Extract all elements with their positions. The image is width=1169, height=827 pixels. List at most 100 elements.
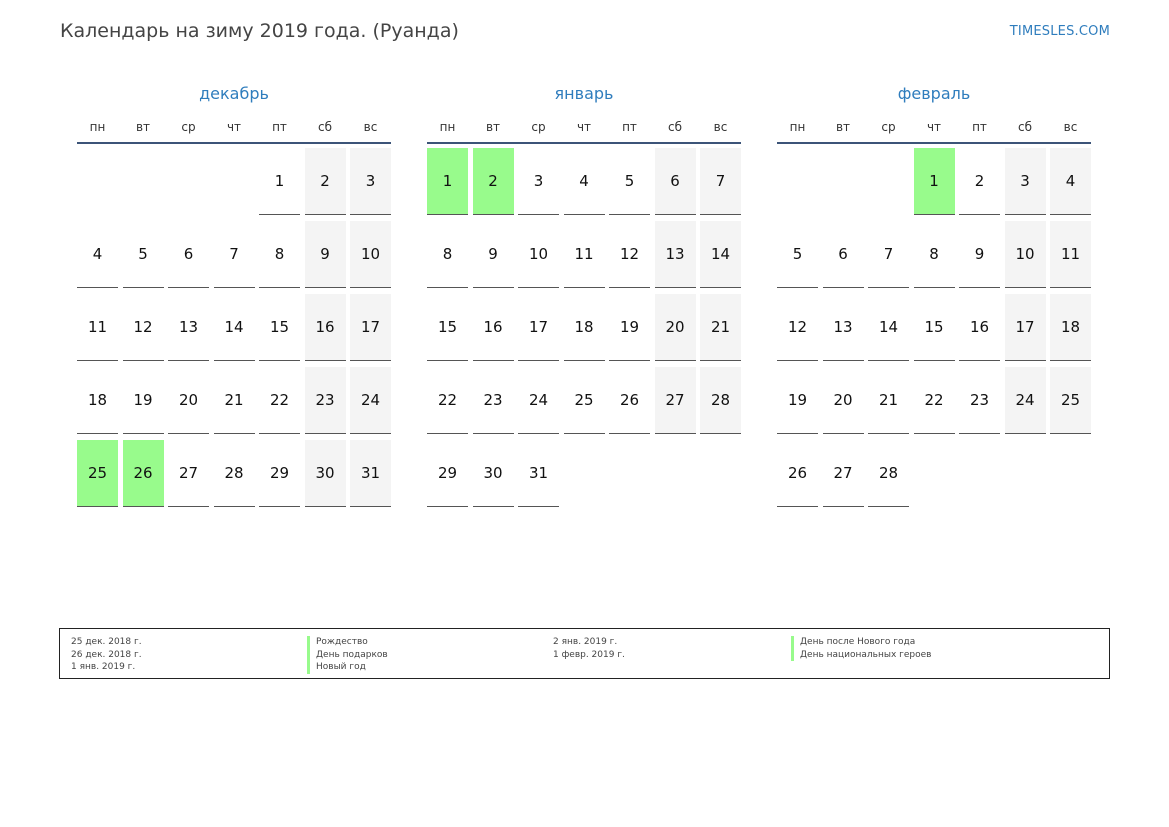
day-cell: 13	[168, 294, 209, 361]
day-cell: 28	[700, 367, 741, 434]
day-cell: 5	[122, 221, 164, 288]
weekday-label: сб	[318, 120, 332, 134]
day-cell: 27	[822, 440, 864, 507]
weekday-label: пн	[439, 120, 456, 134]
day-cell: 20	[822, 367, 864, 434]
day-cell: 17	[350, 294, 391, 361]
day-cell: 24	[350, 367, 391, 434]
weekday-label: сб	[1018, 120, 1032, 134]
weekday-header: пн вт ср чт пт сб вс	[777, 120, 1091, 144]
holiday-day-cell: 1	[913, 148, 955, 215]
day-cell: 28	[213, 440, 255, 507]
day-cell: 5	[609, 148, 650, 215]
day-cell: 22	[427, 367, 468, 434]
day-cell: 8	[427, 221, 468, 288]
day-cell: 30	[472, 440, 514, 507]
day-cell: 27	[168, 440, 209, 507]
day-cell: 11	[77, 294, 118, 361]
day-cell: 18	[1050, 294, 1091, 361]
day-cell: 12	[777, 294, 818, 361]
day-cell: 9	[304, 221, 346, 288]
day-cell: 14	[868, 294, 909, 361]
day-cell: 11	[563, 221, 605, 288]
weekday-header: пн вт ср чт пт сб вс	[77, 120, 391, 144]
day-cell: 3	[1004, 148, 1046, 215]
day-cell: 17	[518, 294, 559, 361]
month-name: февраль	[897, 84, 971, 103]
day-cell: 15	[913, 294, 955, 361]
day-cell: 12	[609, 221, 650, 288]
day-cell: 9	[959, 221, 1000, 288]
day-cell: 13	[822, 294, 864, 361]
weekday-label: вс	[713, 120, 728, 134]
weekday-label: сб	[668, 120, 682, 134]
day-cell: 22	[913, 367, 955, 434]
day-cell: 20	[168, 367, 209, 434]
holiday-day-cell: 2	[472, 148, 514, 215]
day-cell: 4	[563, 148, 605, 215]
day-cell: 24	[1004, 367, 1046, 434]
day-cell: 10	[518, 221, 559, 288]
day-cell: 8	[913, 221, 955, 288]
legend-holiday-name: День подарков	[307, 648, 388, 661]
month-name: январь	[554, 84, 614, 103]
day-cell: 15	[427, 294, 468, 361]
page-title: Календарь на зиму 2019 года. (Руанда)	[60, 20, 459, 42]
legend-date: 25 дек. 2018 г.	[71, 637, 142, 647]
weekday-label: пт	[622, 120, 637, 134]
day-cell: 18	[563, 294, 605, 361]
weekday-label: пт	[972, 120, 987, 134]
day-cell: 3	[518, 148, 559, 215]
day-cell: 10	[350, 221, 391, 288]
day-cell: 26	[609, 367, 650, 434]
day-cell: 8	[259, 221, 300, 288]
day-cell: 3	[350, 148, 391, 215]
day-cell: 16	[959, 294, 1000, 361]
day-cell: 7	[868, 221, 909, 288]
day-cell: 6	[822, 221, 864, 288]
site-link[interactable]: TIMESLES.COM	[1009, 24, 1110, 39]
day-cell: 5	[777, 221, 818, 288]
legend-names-right: День после Нового года День национальных…	[791, 636, 931, 661]
weekday-label: ср	[181, 120, 196, 134]
day-cell: 21	[213, 367, 255, 434]
day-cell: 27	[654, 367, 696, 434]
weekday-header: пн вт ср чт пт сб вс	[427, 120, 741, 144]
day-cell: 22	[259, 367, 300, 434]
day-cell: 15	[259, 294, 300, 361]
day-cell: 29	[427, 440, 468, 507]
weekday-label: пн	[89, 120, 106, 134]
day-cell: 31	[350, 440, 391, 507]
legend-date: 1 февр. 2019 г.	[553, 649, 625, 660]
legend-dates-right: 2 янв. 2019 г. 1 февр. 2019 г.	[553, 636, 625, 661]
day-cell: 20	[654, 294, 696, 361]
day-cell: 25	[563, 367, 605, 434]
day-cell: 7	[700, 148, 741, 215]
legend-date: 2 янв. 2019 г.	[553, 637, 618, 647]
day-cell: 29	[259, 440, 300, 507]
day-cell: 28	[868, 440, 909, 507]
day-cell: 2	[304, 148, 346, 215]
weekday-label: вт	[135, 120, 151, 134]
day-cell: 11	[1050, 221, 1091, 288]
legend-date: 26 дек. 2018 г.	[71, 649, 142, 660]
day-cell: 19	[777, 367, 818, 434]
day-cell: 18	[77, 367, 118, 434]
legend-holiday-name: День национальных героев	[791, 648, 931, 661]
day-cell: 16	[304, 294, 346, 361]
weekday-label: вс	[1063, 120, 1078, 134]
weekday-label: ср	[881, 120, 896, 134]
weekday-label: пн	[789, 120, 806, 134]
day-cell: 9	[472, 221, 514, 288]
holiday-day-cell: 1	[427, 148, 468, 215]
weekday-label: ср	[531, 120, 546, 134]
month-name: декабрь	[199, 84, 269, 103]
day-cell: 19	[122, 367, 164, 434]
weekday-label: вт	[485, 120, 501, 134]
legend-dates-left: 25 дек. 2018 г. 26 дек. 2018 г. 1 янв. 2…	[71, 636, 142, 674]
day-cell: 19	[609, 294, 650, 361]
day-cell: 14	[700, 221, 741, 288]
day-cell: 13	[654, 221, 696, 288]
legend-holiday-name: Новый год	[307, 661, 388, 674]
day-cell: 16	[472, 294, 514, 361]
